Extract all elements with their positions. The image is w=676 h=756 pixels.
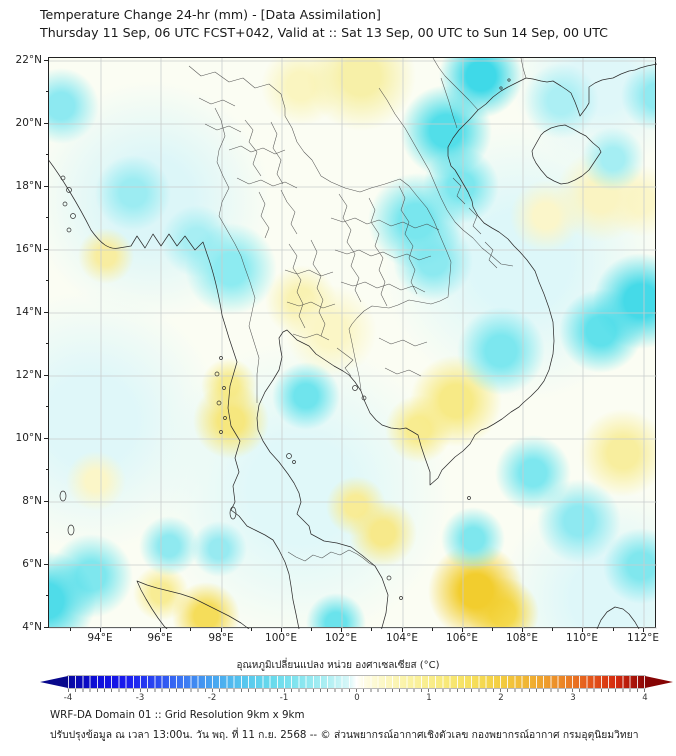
x-minor-tick: [251, 628, 252, 631]
x-major-tick: [100, 628, 101, 632]
colorbar: [68, 676, 645, 688]
colorbar-tick-label: -3: [135, 693, 145, 703]
x-axis-tick-label: 96°E: [147, 632, 173, 644]
y-minor-tick: [45, 217, 48, 218]
x-major-tick: [522, 628, 523, 632]
colorbar-tick-label: -4: [63, 693, 73, 703]
colorbar-tick-label: 2: [498, 693, 504, 703]
colorbar-tick-label: 0: [354, 693, 360, 703]
y-axis-tick-label: 22°N: [15, 54, 42, 66]
colorbar-right-arrow: [645, 676, 673, 688]
colorbar-tick-label: -1: [279, 693, 289, 703]
y-minor-tick: [45, 406, 48, 407]
x-axis-tick-label: 106°E: [446, 632, 478, 644]
colorbar-tick-label: 3: [570, 693, 576, 703]
y-axis-tick-label: 6°N: [22, 558, 42, 570]
y-axis-tick-label: 12°N: [15, 369, 42, 381]
grid-layer: [49, 58, 657, 629]
y-minor-tick: [45, 280, 48, 281]
colorbar-minor-ticks: [68, 689, 646, 692]
y-major-tick: [44, 627, 48, 628]
y-major-tick: [44, 312, 48, 313]
colorbar-label: อุณหภูมิเปลี่ยนแปลง หน่วย องศาเซลเซียส (…: [236, 660, 440, 671]
map-canvas: [48, 57, 657, 629]
coastlines-layer: [49, 63, 657, 629]
x-axis-tick-label: 100°E: [265, 632, 297, 644]
x-major-tick: [281, 628, 282, 632]
x-axis-tick-label: 94°E: [87, 632, 113, 644]
y-axis-tick-label: 14°N: [15, 306, 42, 318]
y-axis-tick-label: 10°N: [15, 432, 42, 444]
colorbar-tick-label: 4: [642, 693, 648, 703]
x-major-tick: [462, 628, 463, 632]
country-borders-layer: [188, 58, 527, 567]
province-borders-layer: [198, 77, 498, 377]
y-minor-tick: [45, 154, 48, 155]
x-axis-tick-label: 104°E: [386, 632, 418, 644]
map-lines-svg: [49, 58, 657, 629]
x-minor-tick: [492, 628, 493, 631]
x-major-tick: [582, 628, 583, 632]
y-major-tick: [44, 60, 48, 61]
x-axis-tick-label: 108°E: [506, 632, 538, 644]
y-axis-tick-label: 4°N: [22, 621, 42, 633]
x-axis-tick-label: 112°E: [627, 632, 659, 644]
x-minor-tick: [311, 628, 312, 631]
footer-update-info: ปรับปรุงข้อมูล ณ เวลา 13:00น. วัน พฤ. ที…: [50, 729, 639, 741]
x-minor-tick: [130, 628, 131, 631]
y-axis-tick-label: 18°N: [15, 180, 42, 192]
x-minor-tick: [552, 628, 553, 631]
islands-layer: [59, 78, 511, 600]
x-major-tick: [160, 628, 161, 632]
x-minor-tick: [190, 628, 191, 631]
y-major-tick: [44, 501, 48, 502]
x-minor-tick: [371, 628, 372, 631]
y-axis-tick-label: 16°N: [15, 243, 42, 255]
y-axis-tick-label: 8°N: [22, 495, 42, 507]
y-major-tick: [44, 564, 48, 565]
page-title: Temperature Change 24-hr (mm) - [Data As…: [40, 7, 381, 22]
x-minor-tick: [70, 628, 71, 631]
y-major-tick: [44, 438, 48, 439]
y-major-tick: [44, 249, 48, 250]
y-minor-tick: [45, 595, 48, 596]
x-axis-tick-label: 98°E: [208, 632, 234, 644]
page-subtitle: Thursday 11 Sep, 06 UTC FCST+042, Valid …: [40, 25, 608, 40]
colorbar-left-arrow: [40, 676, 68, 688]
x-minor-tick: [613, 628, 614, 631]
x-major-tick: [643, 628, 644, 632]
y-minor-tick: [45, 469, 48, 470]
colorbar-tick-label: -2: [207, 693, 217, 703]
y-minor-tick: [45, 343, 48, 344]
x-axis-tick-label: 110°E: [566, 632, 598, 644]
x-axis-tick-label: 102°E: [325, 632, 357, 644]
y-minor-tick: [45, 532, 48, 533]
y-major-tick: [44, 123, 48, 124]
y-minor-tick: [45, 91, 48, 92]
x-minor-tick: [432, 628, 433, 631]
footer-domain-info: WRF-DA Domain 01 :: Grid Resolution 9km …: [50, 709, 305, 721]
x-major-tick: [221, 628, 222, 632]
x-major-tick: [341, 628, 342, 632]
y-axis-tick-label: 20°N: [15, 117, 42, 129]
colorbar-tick-label: 1: [426, 693, 432, 703]
x-major-tick: [402, 628, 403, 632]
y-major-tick: [44, 375, 48, 376]
y-major-tick: [44, 186, 48, 187]
